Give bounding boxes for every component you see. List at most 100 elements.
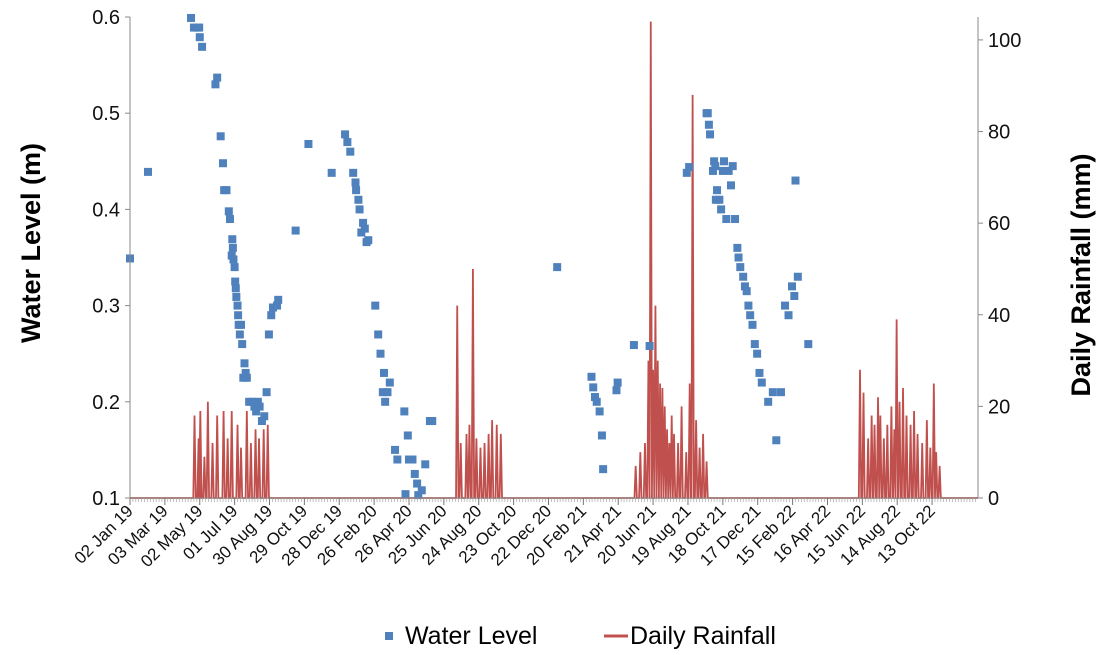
- water-level-point: [715, 195, 724, 204]
- water-level-point: [413, 479, 422, 488]
- water-level-point: [374, 330, 383, 339]
- water-level-point: [629, 341, 638, 350]
- y-right-tick-label: 80: [988, 122, 1010, 144]
- y-right-tick-label: 100: [988, 30, 1021, 52]
- water-level-series: [126, 13, 813, 500]
- water-level-point: [713, 186, 722, 195]
- water-level-point: [768, 388, 777, 397]
- water-level-point: [720, 157, 729, 166]
- water-level-point: [408, 455, 417, 464]
- water-level-point: [379, 368, 388, 377]
- y-right-tick-label: 20: [988, 396, 1010, 418]
- water-level-point: [222, 186, 231, 195]
- water-level-point: [241, 368, 250, 377]
- water-level-point: [195, 23, 204, 32]
- water-level-point: [595, 407, 604, 416]
- water-level-point: [717, 205, 726, 214]
- water-level-point: [750, 340, 759, 349]
- water-level-point: [262, 388, 271, 397]
- y-left-tick-label: 0.4: [92, 199, 120, 221]
- legend-water-level-marker: [385, 632, 393, 640]
- water-level-point: [233, 301, 242, 310]
- legend: Water Level Daily Rainfall: [385, 622, 776, 650]
- water-level-point: [228, 243, 237, 252]
- water-level-point: [599, 465, 608, 474]
- water-level-point: [702, 109, 711, 118]
- water-level-point: [230, 263, 239, 272]
- water-level-point: [231, 277, 240, 286]
- water-level-point: [728, 162, 737, 171]
- water-level-point: [790, 291, 799, 300]
- water-level-point: [613, 378, 622, 387]
- water-level-point: [228, 235, 237, 244]
- water-level-point: [391, 445, 400, 454]
- water-level-point: [587, 372, 596, 381]
- water-level-point: [240, 359, 249, 368]
- water-level-point: [746, 311, 755, 320]
- water-level-point: [793, 272, 802, 281]
- water-level-point: [740, 282, 749, 291]
- water-level-point: [739, 272, 748, 281]
- legend-water-level-label: Water Level: [405, 622, 537, 650]
- water-level-point: [264, 330, 273, 339]
- water-level-point: [352, 186, 361, 195]
- water-level-point: [784, 311, 793, 320]
- water-level-point: [195, 33, 204, 42]
- water-level-point: [403, 431, 412, 440]
- water-level-point: [722, 215, 731, 224]
- water-level-point: [393, 455, 402, 464]
- water-level-point: [708, 166, 717, 175]
- water-level-point: [757, 378, 766, 387]
- water-level-point: [704, 120, 713, 129]
- water-level-point: [343, 138, 352, 147]
- water-level-point: [198, 42, 207, 51]
- water-level-point: [381, 397, 390, 406]
- water-level-point: [597, 431, 606, 440]
- water-level-point: [744, 301, 753, 310]
- y-axis-right-title: Daily Rainfall (mm): [1066, 153, 1096, 396]
- water-level-point: [274, 295, 283, 304]
- water-level-point: [232, 292, 241, 301]
- water-level-point: [410, 469, 419, 478]
- water-level-point: [645, 342, 654, 351]
- water-level-point: [218, 159, 227, 168]
- water-level-point: [428, 417, 437, 426]
- water-level-point: [360, 224, 369, 233]
- water-level-point: [238, 340, 247, 349]
- water-level-point: [589, 383, 598, 392]
- water-level-point: [553, 263, 562, 272]
- water-level-point: [144, 167, 153, 176]
- y-right-tick-label: 60: [988, 213, 1010, 235]
- water-level-point: [304, 139, 313, 148]
- water-level-point: [216, 132, 225, 141]
- water-level-point: [685, 163, 694, 172]
- water-level-point: [267, 311, 276, 320]
- water-level-point: [733, 243, 742, 252]
- water-level-point: [250, 402, 259, 411]
- water-level-point: [710, 157, 719, 166]
- water-level-point: [781, 301, 790, 310]
- daily-rainfall-series: [130, 21, 978, 499]
- water-level-point: [376, 349, 385, 358]
- water-level-point: [346, 147, 355, 156]
- water-level-point: [359, 218, 368, 227]
- water-level-point: [764, 397, 773, 406]
- water-level-point: [711, 162, 720, 171]
- y-left-tick-label: 0.1: [92, 488, 120, 510]
- water-level-point: [213, 73, 222, 82]
- y-left-tick-label: 0.2: [92, 392, 120, 414]
- water-level-point: [590, 392, 599, 401]
- water-level-point: [242, 373, 251, 382]
- water-level-point: [736, 263, 745, 272]
- water-level-point: [791, 176, 800, 185]
- water-level-point: [772, 436, 781, 445]
- water-level-point: [718, 166, 727, 175]
- water-level-point: [187, 13, 196, 22]
- legend-daily-rainfall-label: Daily Rainfall: [630, 622, 776, 650]
- water-level-point: [726, 181, 735, 190]
- water-level-point: [734, 253, 743, 262]
- water-level-point: [385, 378, 394, 387]
- water-level-point: [341, 130, 350, 139]
- y-left-tick-label: 0.5: [92, 103, 120, 125]
